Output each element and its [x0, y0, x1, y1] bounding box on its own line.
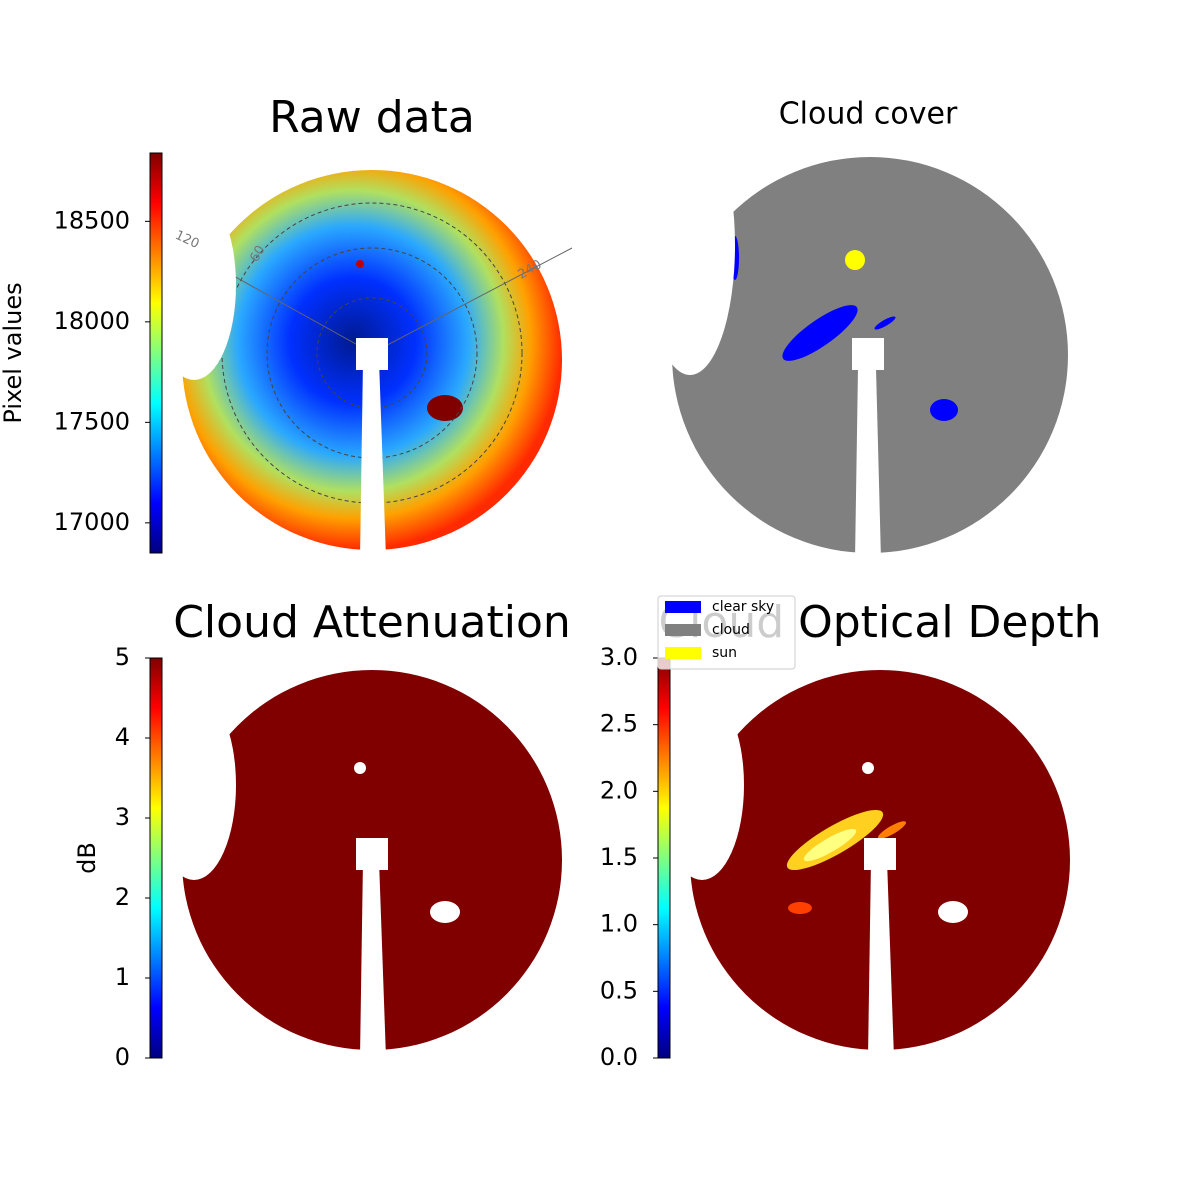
colorbar [149, 657, 163, 1059]
clear-sky-region [930, 399, 958, 421]
colorbar-tick-label: 0.5 [600, 976, 638, 1004]
colorbar-tick-label: 2.5 [600, 710, 638, 738]
image-feature [803, 828, 857, 862]
image-mask [645, 115, 735, 375]
panel: 0 1 2 3 4 5 dB Cloud Attenuation [73, 597, 571, 1071]
image-mask [360, 360, 386, 558]
image-mask [360, 860, 386, 1058]
legend-label: clear sky [712, 599, 774, 615]
colorbar-label: dB [73, 842, 101, 874]
image-mask [660, 690, 744, 880]
image-mask [938, 901, 968, 923]
legend-label: sun [712, 645, 737, 661]
panel: Cloud cover [645, 97, 1068, 560]
image-mask [152, 190, 236, 380]
colorbar-tick-label: 5 [115, 643, 130, 671]
colorbar-tick-label: 4 [115, 723, 130, 751]
image-feature [788, 902, 812, 914]
sun-region [845, 250, 865, 270]
colorbar-tick-label: 3.0 [600, 643, 638, 671]
legend-swatch [665, 601, 701, 613]
colorbar-tick-label: 18000 [54, 307, 130, 335]
legend-label: cloud [712, 622, 750, 638]
legend: clear sky cloud sun [657, 595, 796, 670]
colorbar-tick-label: 2.0 [600, 776, 638, 804]
colorbar-tick-label: 17000 [54, 508, 130, 536]
colorbar-tick-label: 18500 [54, 206, 130, 234]
clear-sky-region [874, 316, 896, 330]
legend-swatch [665, 624, 701, 636]
colorbar-tick-label: 17500 [54, 407, 130, 435]
image-mask [855, 368, 881, 560]
image-feature [878, 821, 906, 839]
image-mask [152, 690, 236, 880]
colorbar-tick-label: 0.0 [600, 1043, 638, 1071]
clear-sky-region [782, 305, 858, 361]
colorbar-label: Pixel values [0, 282, 27, 423]
colorbar-tick-label: 1.5 [600, 843, 638, 871]
image-feature [427, 395, 463, 421]
polar-spoke [371, 247, 573, 354]
legend-swatch [665, 647, 701, 659]
image-mask [862, 762, 874, 774]
image-mask [868, 860, 894, 1058]
panel-title: Cloud cover [779, 97, 958, 132]
image-mask [354, 762, 366, 774]
panel-title: Raw data [269, 92, 475, 143]
panel-title: Cloud Attenuation [173, 597, 571, 648]
colorbar-tick-label: 2 [115, 883, 130, 911]
image-mask [852, 338, 884, 370]
colorbar-tick-label: 3 [115, 803, 130, 831]
image-mask [430, 901, 460, 923]
polar-label: 60 [247, 243, 268, 265]
colorbar [657, 657, 671, 1059]
colorbar-tick-label: 1 [115, 963, 130, 991]
colorbar [149, 152, 163, 554]
colorbar-tick-label: 0 [115, 1043, 130, 1071]
colorbar-tick-label: 1.0 [600, 910, 638, 938]
image-feature [356, 260, 364, 268]
